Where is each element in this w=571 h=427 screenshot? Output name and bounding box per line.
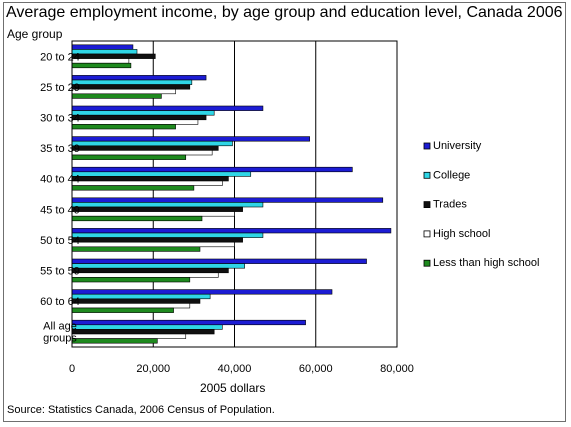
legend-label-2: College: [433, 169, 470, 181]
bar-4-2: [71, 88, 176, 95]
bar-2-8: [71, 263, 245, 269]
bar-4-9: [71, 303, 191, 309]
bar-5-7: [71, 246, 201, 252]
legend-swatch-5: [423, 259, 431, 267]
bar-5-4: [71, 154, 187, 160]
source-note: Source: Statistics Canada, 2006 Census o…: [7, 404, 275, 416]
bar-4-7: [71, 241, 235, 248]
category-label-5: 40 to 44: [40, 174, 80, 186]
bar-3-5: [71, 176, 229, 182]
category-label-3: 30 to 34: [40, 113, 80, 125]
category-label-4: 35 to 39: [40, 143, 80, 155]
category-label-8: 55 to 59: [40, 266, 80, 278]
legend-label-5: Less than high school: [433, 257, 539, 269]
bar-3-1: [71, 53, 156, 59]
bar-1-10: [71, 319, 306, 326]
bar-1-4: [71, 136, 310, 142]
bar-2-6: [71, 202, 264, 208]
bar-4-10: [71, 333, 187, 339]
bar-4-4: [71, 150, 213, 156]
legend-label-4: High school: [433, 228, 490, 240]
bar-4-6: [71, 211, 235, 217]
category-label-10-line-1: All age: [43, 321, 77, 333]
x-axis-title: 2005 dollars: [200, 381, 266, 395]
category-label-9: 60 to 64: [40, 296, 80, 308]
bar-2-4: [71, 140, 233, 147]
bar-5-5: [71, 185, 195, 191]
category-label-1: 20 to 24: [40, 51, 80, 63]
y-axis-title: Age group: [7, 27, 63, 41]
bar-5-1: [71, 62, 132, 69]
bar-4-3: [71, 119, 199, 125]
legend-swatch-2: [423, 171, 431, 179]
x-tick-label-5: 80,000: [380, 363, 414, 375]
bar-3-6: [71, 206, 243, 212]
bar-5-2: [71, 93, 162, 99]
bar-5-10: [71, 338, 158, 344]
legend-label-1: University: [433, 140, 482, 152]
bar-3-8: [71, 267, 229, 274]
bar-3-9: [71, 298, 201, 304]
bar-5-9: [71, 307, 174, 313]
bar-3-10: [71, 329, 215, 335]
bar-1-9: [71, 289, 333, 295]
bar-3-2: [71, 84, 191, 90]
bar-2-1: [71, 49, 138, 55]
bar-5-3: [71, 124, 176, 130]
bar-3-3: [71, 114, 207, 121]
category-label-2: 25 to 29: [40, 82, 80, 94]
bar-2-3: [71, 110, 215, 116]
bar-1-2: [71, 75, 207, 81]
category-label-6: 45 to 49: [40, 204, 80, 216]
chart-title: Average employment income, by age group …: [6, 4, 563, 21]
bar-2-7: [71, 232, 264, 238]
bar-3-7: [71, 237, 243, 243]
bar-1-3: [71, 105, 264, 111]
x-tick-label-4: 60,000: [299, 363, 333, 375]
bar-2-5: [71, 171, 252, 177]
bar-1-7: [71, 228, 392, 234]
bar-2-9: [71, 293, 211, 300]
legend-swatch-4: [423, 230, 431, 238]
legend-swatch-1: [423, 142, 431, 150]
bar-1-5: [71, 166, 353, 173]
bar-5-6: [71, 215, 203, 222]
x-tick-label-3: 40,000: [218, 363, 252, 375]
bar-3-4: [71, 145, 219, 151]
x-tick-label-1: 0: [69, 363, 75, 375]
bar-4-1: [71, 58, 130, 64]
x-tick-label-2: 20,000: [136, 363, 170, 375]
bar-5-8: [71, 277, 191, 283]
plot-border: [71, 40, 398, 348]
bar-4-5: [71, 180, 223, 186]
legend-swatch-3: [423, 201, 431, 209]
bar-2-2: [71, 79, 193, 85]
legend-label-3: Trades: [433, 199, 467, 211]
bar-1-8: [71, 258, 367, 264]
bar-2-10: [71, 324, 223, 330]
category-label-10-line-2: groups: [43, 333, 77, 345]
bar-1-1: [71, 44, 134, 50]
category-label-7: 50 to 54: [40, 235, 80, 247]
bar-4-8: [71, 272, 219, 278]
bar-1-6: [71, 197, 384, 203]
